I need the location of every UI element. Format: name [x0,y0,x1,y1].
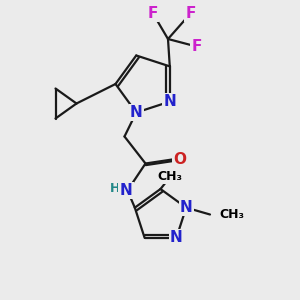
Text: F: F [185,6,196,21]
Text: H: H [110,182,120,196]
Text: N: N [180,200,193,215]
Text: F: F [148,6,158,21]
Text: N: N [120,183,132,198]
Text: N: N [130,105,142,120]
Text: N: N [170,230,183,245]
Text: F: F [191,39,202,54]
Text: O: O [173,152,187,166]
Text: CH₃: CH₃ [157,169,182,183]
Text: CH₃: CH₃ [219,208,244,221]
Text: N: N [164,94,176,109]
